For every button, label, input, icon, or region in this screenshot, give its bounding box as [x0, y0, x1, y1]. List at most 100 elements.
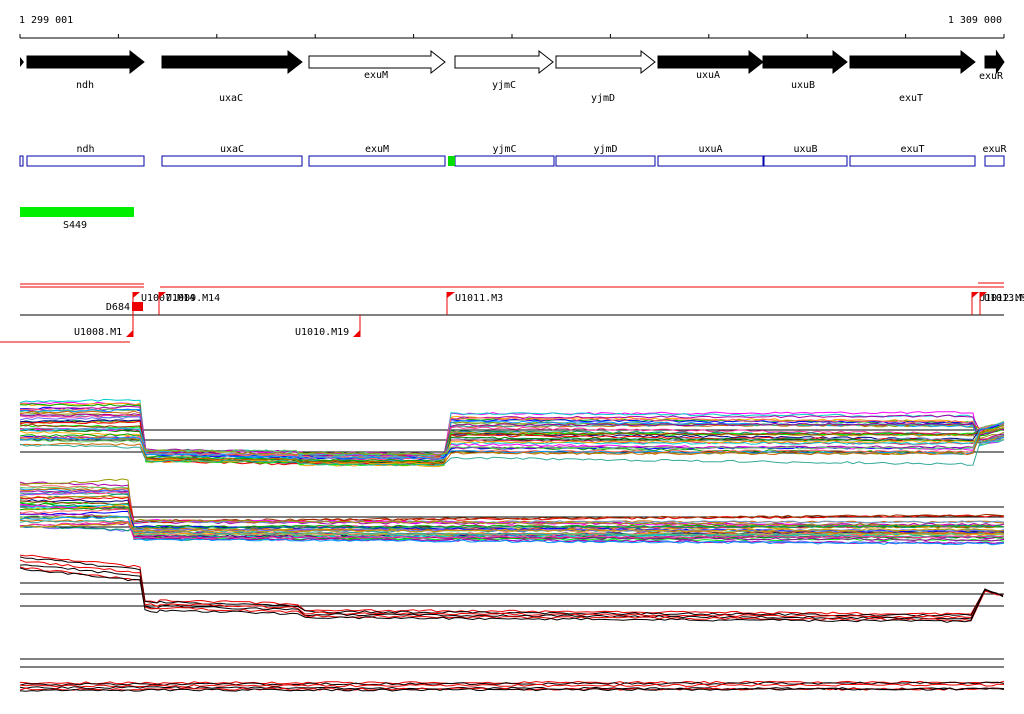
profile-line — [19, 567, 1004, 623]
marker-flag[interactable]: U1007.M14 — [132, 292, 195, 315]
annotation-label: exuT — [900, 144, 924, 155]
marker-flag[interactable]: U1009.M14 — [158, 292, 220, 315]
profile-line — [19, 524, 1005, 532]
marker-label: U1012.M1 — [979, 293, 1024, 304]
annotation-box — [657, 155, 764, 167]
profile-line — [19, 408, 1005, 463]
annotation-exuR[interactable]: exuR — [982, 144, 1008, 167]
annotation-label: exuM — [365, 144, 389, 155]
marker-label: D684 — [106, 302, 130, 313]
annotation-exuM[interactable]: exuM — [308, 144, 446, 167]
profile-line — [19, 566, 1004, 622]
gene-label: yjmC — [492, 80, 516, 91]
profile-panel-2 — [19, 478, 1005, 546]
gene-track: ndh uxaC exuM yjmC yjmD uxuA uxuB exuT exuR — [20, 49, 1005, 104]
gene-arrow-exuT[interactable]: exuT — [849, 49, 976, 104]
profile-line — [19, 512, 1005, 545]
marker-flag-shape — [353, 330, 360, 337]
gene-arrow-uxuA[interactable]: uxuA — [657, 49, 764, 81]
annotation-green-marker — [448, 156, 455, 166]
profile-line — [19, 487, 1005, 524]
marker-flag-shape — [159, 292, 166, 298]
marker-flag[interactable]: U1013.M1 — [979, 292, 1024, 315]
profile-line — [19, 427, 1005, 459]
annotation-uxuA[interactable]: uxuA — [657, 144, 764, 167]
profile-line — [19, 556, 1004, 617]
marker-label: U1008.M1 — [74, 327, 122, 338]
annotation-box — [984, 155, 1005, 167]
marker-flag[interactable]: U1008.M1 — [74, 315, 134, 338]
gene-label: uxuA — [696, 70, 720, 81]
annotation-label: uxaC — [220, 144, 244, 155]
coordinate-ruler: 1 299 001 1 309 000 — [19, 15, 1005, 39]
marker-flag-shape — [126, 330, 133, 337]
profile-lines — [19, 398, 1005, 468]
annotation-box — [308, 155, 446, 167]
annotation-exuT[interactable]: exuT — [849, 144, 976, 167]
marker-flag[interactable]: D684 — [106, 302, 143, 313]
profile-line — [19, 522, 1005, 533]
marker-flag[interactable]: U1011.M3 — [446, 292, 503, 315]
profile-line — [19, 426, 1005, 466]
gene-arrow-uxaC[interactable]: uxaC — [161, 49, 303, 104]
gene-arrow-exuR[interactable]: exuR — [979, 49, 1005, 82]
profile-line — [19, 434, 1005, 467]
annotation-box — [26, 155, 145, 167]
annotation-box — [849, 155, 976, 167]
ruler-end-label: 1 309 000 — [948, 15, 1002, 26]
gene-label: yjmD — [591, 93, 615, 104]
gene-arrow-exuM[interactable]: exuM — [308, 49, 446, 81]
profile-line — [19, 424, 1005, 464]
marker-track: D684 U1007.M14 U1009.M14 U1011.M3 U1012.… — [0, 282, 1024, 343]
annotation-label: exuR — [982, 144, 1007, 155]
marker-label: U1013.M1 — [984, 293, 1024, 304]
marker-label: U1011.M3 — [455, 293, 503, 304]
annotation-yjmD[interactable]: yjmD — [555, 144, 656, 167]
profile-line — [19, 515, 1005, 546]
gene-arrow-yjmC[interactable]: yjmC — [454, 49, 554, 91]
gene-arrow-shape — [762, 49, 848, 75]
profile-line — [19, 428, 1005, 455]
profile-line — [19, 681, 1005, 687]
gene-label: exuM — [364, 70, 388, 81]
gene-arrow-uxuB[interactable]: uxuB — [762, 49, 848, 91]
annotation-box — [555, 155, 656, 167]
annotation-box — [454, 155, 555, 167]
partial-gene-arrow — [20, 57, 24, 67]
gene-label: uxuB — [791, 80, 815, 91]
marker-block — [132, 302, 143, 311]
marker-flag[interactable]: U1010.M19 — [295, 315, 361, 338]
annotation-ndh[interactable]: ndh — [26, 144, 145, 167]
annotation-uxaC[interactable]: uxaC — [161, 144, 303, 167]
ruler-ticks — [19, 34, 1005, 38]
profile-line — [19, 413, 1005, 457]
annotation-box-partial — [19, 155, 24, 167]
annotation-track: ndh uxaC exuM yjmC yjmD uxuA uxuB exuT exuR — [19, 144, 1008, 167]
gene-arrow-shape — [161, 49, 303, 75]
marker-label: U1010.M19 — [295, 327, 349, 338]
gene-arrow-shape — [26, 49, 145, 75]
ruler-start-label: 1 299 001 — [19, 15, 73, 26]
annotation-box — [763, 155, 848, 167]
annotation-yjmC[interactable]: yjmC — [454, 144, 555, 167]
marker-flag[interactable]: U1012.M1 — [971, 292, 1024, 315]
feature-track: S449 — [20, 207, 134, 231]
profile-line — [19, 500, 1005, 523]
profile-line — [19, 519, 1005, 538]
marker-flag-shape — [447, 292, 455, 298]
profile-line — [19, 687, 1005, 692]
marker-flag-shape — [133, 292, 140, 298]
profile-lines — [19, 554, 1004, 623]
profile-line — [19, 515, 1005, 528]
feature-bar[interactable] — [20, 207, 134, 217]
gene-arrow-yjmD[interactable]: yjmD — [555, 49, 656, 104]
annotation-uxuB[interactable]: uxuB — [763, 144, 848, 167]
profile-line — [19, 520, 1005, 540]
marker-flag-shape — [980, 292, 987, 298]
profile-line — [19, 564, 1004, 620]
annotation-label: uxuA — [698, 144, 722, 155]
gene-arrow-ndh[interactable]: ndh — [26, 49, 145, 91]
annotation-label: yjmC — [492, 144, 516, 155]
gene-label: uxaC — [219, 93, 243, 104]
